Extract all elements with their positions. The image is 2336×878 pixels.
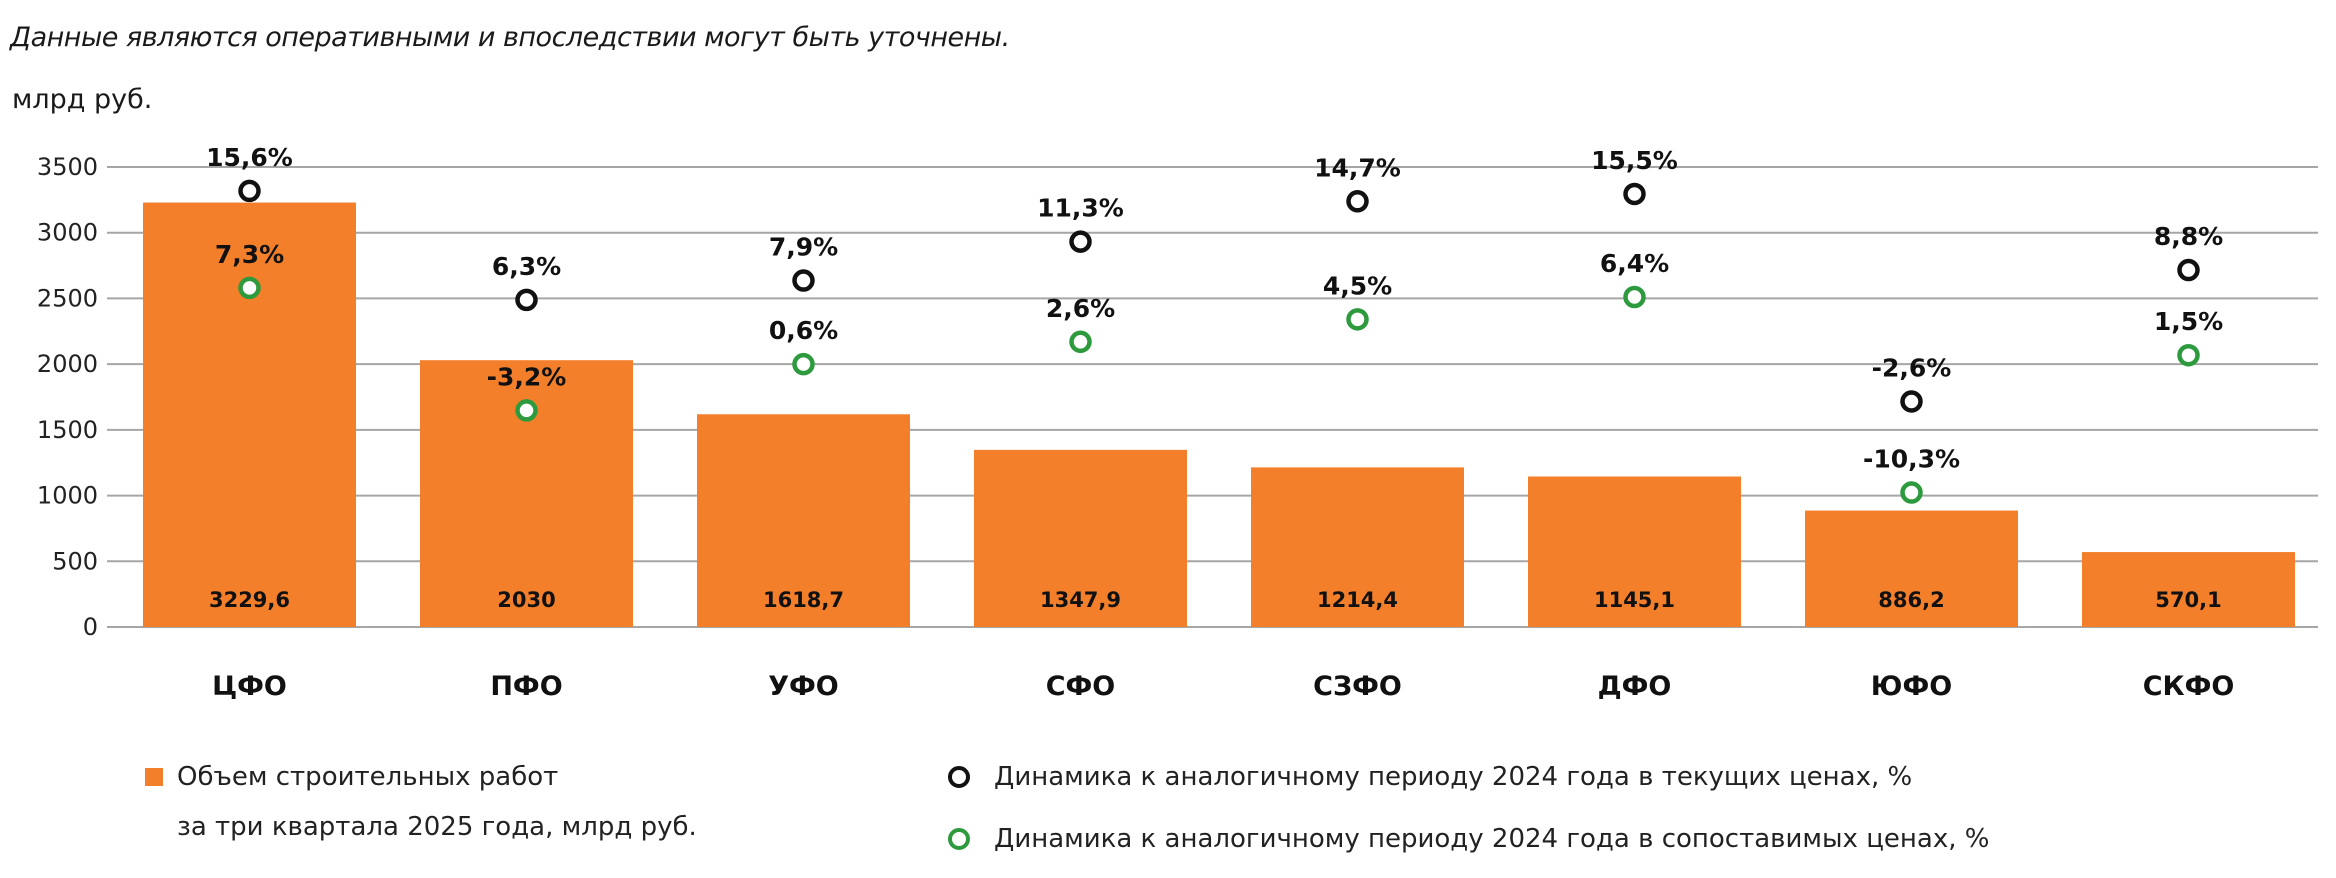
y-tick-label: 3000 — [37, 219, 98, 247]
x-category-label: УФО — [768, 671, 839, 702]
bar-ЮФО — [1805, 510, 2018, 627]
comparable-price-label: 7,3% — [215, 240, 284, 269]
current-price-label: 15,6% — [206, 143, 293, 172]
y-tick-label: 0 — [83, 613, 98, 641]
bar-СКФО — [2082, 552, 2295, 627]
current-price-marker — [238, 179, 261, 203]
comparable-price-marker — [238, 276, 261, 300]
current-price-label: 11,3% — [1037, 194, 1124, 223]
legend-item-current: Динамика к аналогичному периоду 2024 год… — [948, 762, 1912, 792]
current-price-label: 14,7% — [1314, 153, 1401, 182]
y-tick-label: 3500 — [37, 153, 98, 181]
comparable-price-marker — [1069, 330, 1092, 354]
x-category-label: СЗФО — [1313, 671, 1402, 702]
x-category-label: ПФО — [490, 671, 562, 702]
current-price-label: 8,8% — [2154, 222, 2223, 251]
bar-СФО — [974, 449, 1187, 627]
bar-ДФО — [1528, 476, 1741, 627]
current-price-label: -2,6% — [1872, 353, 1952, 382]
current-price-marker — [1346, 190, 1369, 213]
current-price-marker — [1069, 230, 1092, 253]
y-tick-label: 1000 — [37, 482, 98, 510]
current-price-marker — [1623, 182, 1646, 206]
current-price-marker — [2177, 258, 2200, 282]
bar-УФО — [697, 414, 910, 627]
legend-swatch-orange — [145, 768, 163, 786]
current-price-marker — [515, 288, 538, 312]
bar-chart: 0 500 1000 1500 2000 2500 3000 3500 3229,6 ЦФО 15,… — [37, 143, 2318, 702]
bar-value-label: 2030 — [497, 588, 555, 612]
legend-label-volume-1: Объем строительных работ — [177, 762, 559, 792]
legend-green-circle-icon — [948, 828, 970, 850]
current-price-label: 15,5% — [1591, 146, 1678, 175]
comparable-price-label: 1,5% — [2154, 307, 2223, 336]
bar-ЦФО — [143, 202, 356, 628]
comparable-price-marker — [1346, 308, 1369, 331]
bar-value-label: 1214,4 — [1317, 588, 1398, 612]
data-note: Данные являются оперативными и впоследст… — [10, 22, 1010, 53]
legend-black-circle-icon — [948, 766, 970, 788]
comparable-price-marker — [792, 352, 815, 376]
comparable-price-marker — [1900, 481, 1923, 504]
comparable-price-label: 2,6% — [1046, 294, 1115, 323]
legend-label-current: Динамика к аналогичному периоду 2024 год… — [994, 762, 1913, 792]
current-price-label: 6,3% — [492, 252, 561, 281]
x-category-label: СФО — [1046, 671, 1116, 702]
comparable-price-label: -3,2% — [487, 362, 567, 391]
bar-value-label: 1347,9 — [1040, 588, 1121, 612]
comparable-price-marker — [515, 399, 538, 422]
x-category-label: ЦФО — [212, 671, 287, 702]
comparable-price-label: 4,5% — [1323, 271, 1392, 300]
bar-value-label: 1618,7 — [763, 588, 844, 612]
comparable-price-label: -10,3% — [1863, 445, 1960, 474]
y-tick-label: 1500 — [37, 416, 98, 444]
legend-label-comparable: Динамика к аналогичному периоду 2024 год… — [994, 824, 1990, 854]
comparable-price-label: 0,6% — [769, 316, 838, 345]
y-tick-label: 500 — [52, 547, 98, 575]
legend-item-comparable: Динамика к аналогичному периоду 2024 год… — [948, 824, 1989, 854]
current-price-marker — [1900, 390, 1923, 413]
legend-label-volume-2: за три квартала 2025 года, млрд руб. — [177, 812, 697, 842]
bar-value-label: 886,2 — [1878, 588, 1944, 612]
current-price-marker — [792, 269, 815, 292]
current-price-label: 7,9% — [769, 233, 838, 262]
legend-item-volume: Объем строительных работ — [145, 762, 558, 792]
legend-item-volume-line2: за три квартала 2025 года, млрд руб. — [177, 812, 697, 842]
comparable-price-marker — [2177, 343, 2200, 367]
x-category-label: ДФО — [1598, 671, 1672, 702]
y-tick-label: 2500 — [37, 284, 98, 312]
x-category-label: СКФО — [2143, 671, 2235, 702]
bar-value-label: 570,1 — [2155, 588, 2221, 612]
comparable-price-label: 6,4% — [1600, 249, 1669, 278]
x-category-label: ЮФО — [1871, 671, 1952, 702]
comparable-price-marker — [1623, 285, 1646, 309]
y-axis-unit: млрд руб. — [12, 84, 153, 115]
bar-value-label: 3229,6 — [209, 588, 290, 612]
y-tick-label: 2000 — [37, 350, 98, 378]
bar-СЗФО — [1251, 467, 1464, 627]
bar-value-label: 1145,1 — [1594, 588, 1675, 612]
